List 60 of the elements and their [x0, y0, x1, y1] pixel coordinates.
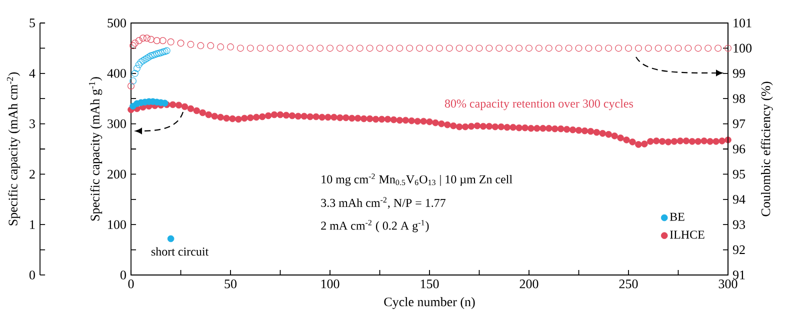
y-tick-label: 200 [108, 170, 126, 179]
y2-axis-title: Coulombic efficiency (%) [760, 82, 773, 216]
point [135, 61, 142, 68]
y3-tick-label: 5 [30, 18, 35, 28]
y-tick-label: 500 [108, 18, 126, 28]
point [141, 56, 148, 64]
y2-tick-label: 97 [732, 119, 746, 128]
y2-tick-label: 99 [732, 69, 745, 78]
point [151, 50, 158, 58]
y2-tick-label: 92 [732, 245, 745, 254]
annotation: short circuit [151, 247, 209, 256]
legend-label: ILHCE [670, 230, 704, 239]
point [163, 47, 170, 54]
y2-tick-label: 95 [732, 170, 746, 179]
y2-tick-label: 94 [732, 195, 746, 204]
annotation: 2 mA cm$^{-2}$ ( 0.2 A g$^{-1}$) [321, 220, 429, 232]
y2-tick-label: 93 [732, 220, 746, 229]
point [139, 57, 146, 64]
y3-tick-label: 1 [30, 220, 35, 229]
point [157, 49, 164, 56]
y3-axis-title: Specific capacity (mAh cm$^{-2}$) [6, 72, 20, 226]
y2-tick-label: 101 [734, 18, 752, 28]
x-tick-label: 250 [619, 280, 638, 288]
point [167, 235, 174, 242]
x-tick-label: 200 [520, 280, 538, 288]
y-tick-label: 300 [108, 119, 126, 128]
point [147, 52, 154, 60]
y-tick-label: 100 [108, 220, 126, 229]
y3-tick-label: 4 [29, 69, 36, 78]
y2-tick-label: 98 [732, 94, 746, 103]
point [161, 48, 168, 55]
annotation: 3.3 mAh cm$^{-2}$, N/P = 1.77 [321, 197, 446, 209]
point [155, 50, 162, 57]
point [131, 70, 138, 77]
y3-tick-label: 3 [30, 119, 35, 128]
y3-tick-label: 0 [29, 270, 35, 280]
point [159, 48, 166, 56]
annotation: 80% capacity retention over 300 cycles [444, 99, 633, 110]
y2-tick-label: 100 [734, 44, 752, 53]
y3-tick-label: 2 [30, 170, 35, 178]
y-tick-label: 400 [107, 69, 126, 78]
legend-label: BE [670, 212, 684, 221]
x-axis-title: Cycle number (n) [384, 297, 475, 309]
point [143, 54, 150, 62]
text: 10 mg cm$^{-2}$ Mn$_{0.5}$V$_{6}$O$_{13}$ | 10 µm Zn cell [322, 174, 512, 186]
point [133, 64, 140, 72]
point [145, 54, 152, 61]
point [137, 58, 144, 66]
y2-tick-label: 96 [732, 144, 746, 154]
x-tick-label: 150 [420, 280, 439, 288]
y-tick-label: 0 [120, 270, 126, 280]
point [153, 50, 160, 58]
point [149, 52, 156, 59]
y2-tick-label: 91 [732, 270, 745, 280]
x-tick-label: 0 [128, 280, 134, 288]
x-tick-label: 300 [718, 280, 738, 288]
x-tick-label: 50 [224, 280, 237, 288]
point [130, 77, 137, 84]
y-axis-title: Specific capacity (mAh g$^{-1}$) [88, 77, 102, 221]
x-tick-label: 100 [321, 280, 340, 288]
